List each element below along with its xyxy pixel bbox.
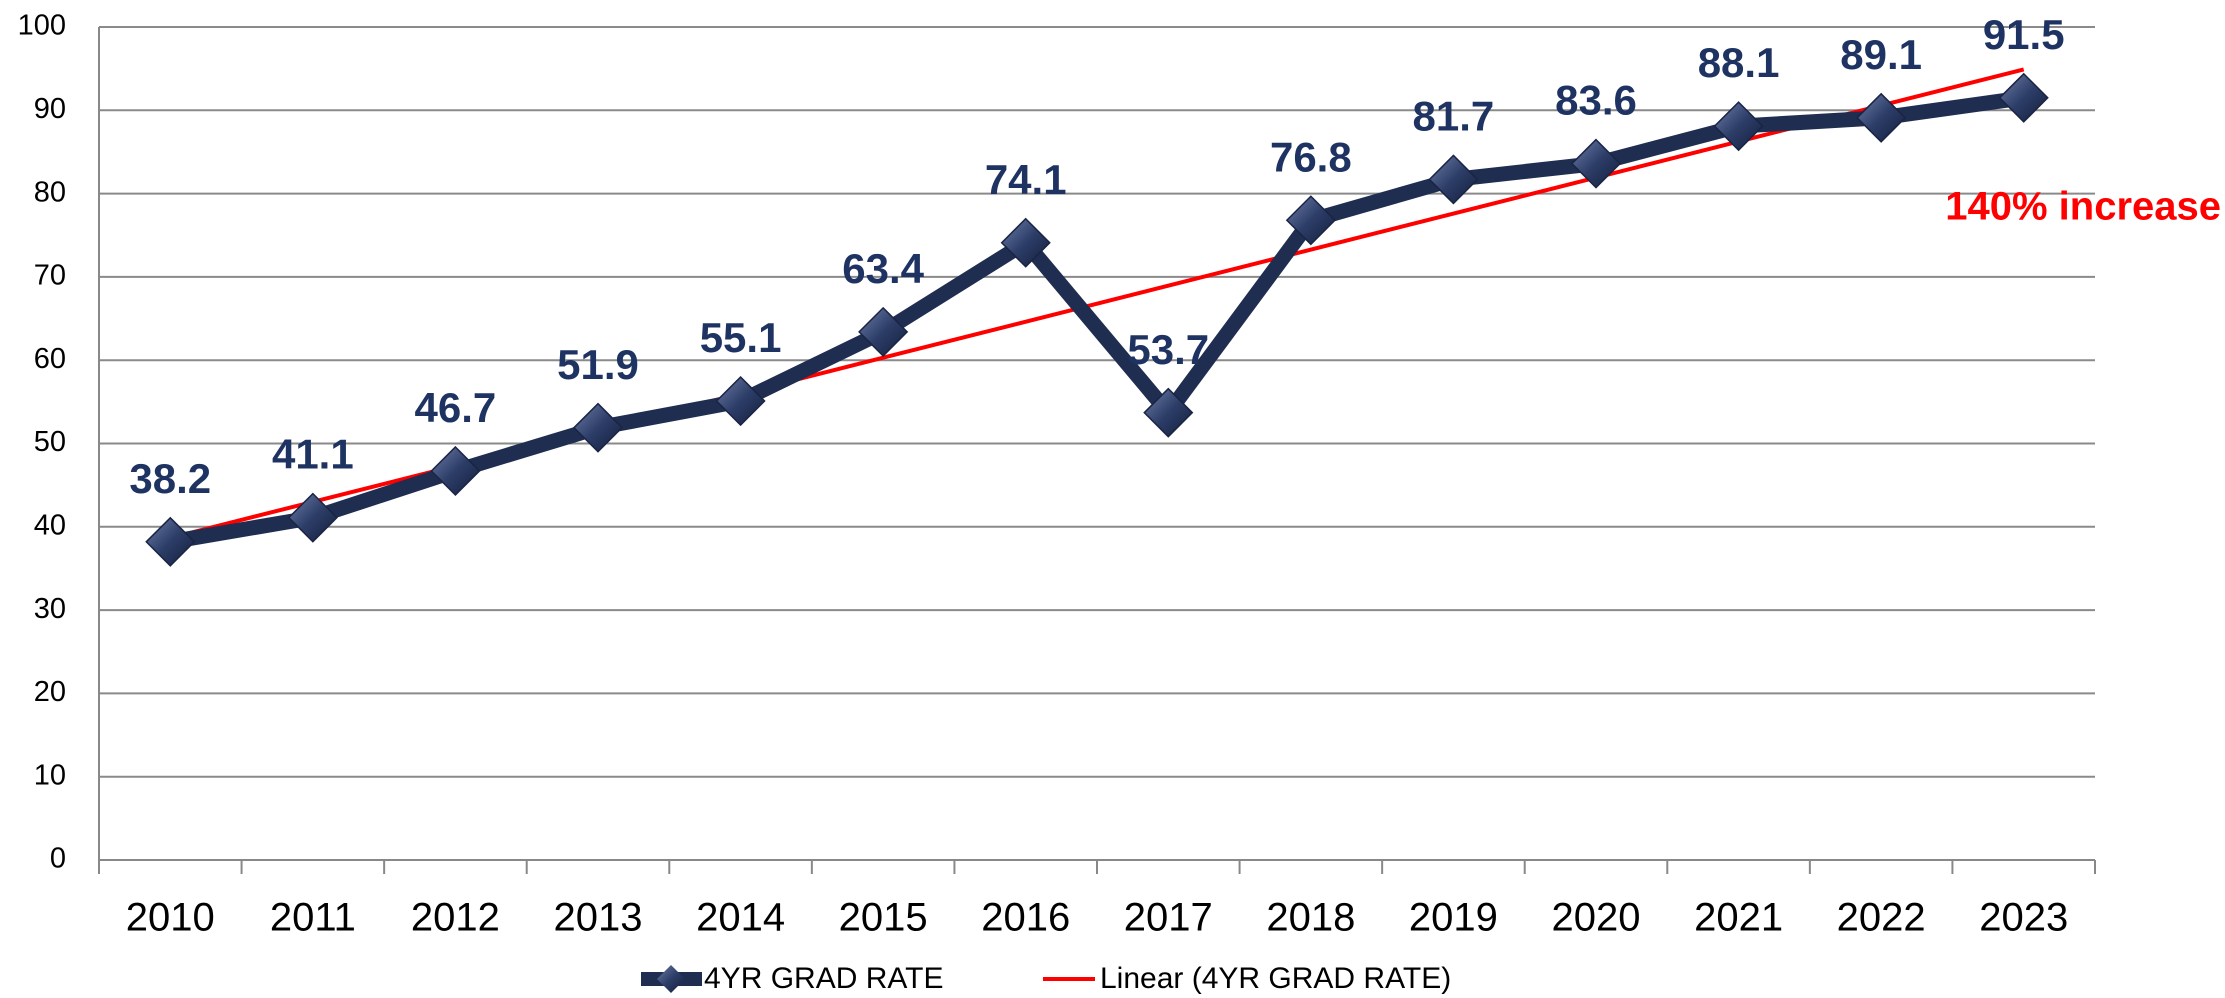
y-tick-label: 30 <box>34 593 66 625</box>
data-label: 74.1 <box>985 156 1067 203</box>
y-tick-label: 60 <box>34 343 66 375</box>
y-tick-label: 90 <box>34 93 66 125</box>
legend-marker <box>657 965 685 993</box>
data-label: 91.5 <box>1983 11 2065 58</box>
data-label: 55.1 <box>700 314 782 361</box>
data-label: 38.2 <box>129 455 211 502</box>
marker <box>572 402 624 453</box>
x-tick-label: 2017 <box>1124 896 1213 940</box>
legend-label: 4YR GRAD RATE <box>704 962 944 995</box>
marker <box>1998 72 2049 123</box>
data-label: 51.9 <box>557 341 639 388</box>
data-label: 81.7 <box>1413 93 1495 140</box>
x-tick-label: 2012 <box>411 896 500 940</box>
y-tick-label: 80 <box>34 176 66 208</box>
x-tick-label: 2014 <box>696 896 785 940</box>
marker <box>1856 92 1907 143</box>
x-tick-label: 2016 <box>981 896 1070 940</box>
data-label: 83.6 <box>1555 77 1637 124</box>
series-line <box>169 90 2025 550</box>
x-tick-label: 2021 <box>1694 896 1783 940</box>
x-tick-label: 2019 <box>1409 896 1498 940</box>
data-label: 89.1 <box>1840 31 1922 78</box>
y-tick-label: 10 <box>34 759 66 791</box>
x-tick-label: 2023 <box>1979 896 2068 940</box>
legend-label: Linear (4YR GRAD RATE) <box>1100 962 1451 995</box>
x-tick-label: 2018 <box>1266 896 1355 940</box>
marker <box>1000 217 1051 268</box>
marker <box>1143 387 1194 438</box>
y-tick-label: 100 <box>18 10 66 42</box>
data-label: 88.1 <box>1698 39 1780 86</box>
y-tick-label: 70 <box>34 260 66 292</box>
marker <box>858 306 909 357</box>
marker <box>1428 154 1479 205</box>
y-tick-label: 40 <box>34 509 66 541</box>
grid <box>99 26 2095 861</box>
x-tick-label: 2010 <box>126 896 215 940</box>
x-tick-label: 2015 <box>839 896 928 940</box>
annotation: 140% increase <box>1945 185 2221 229</box>
x-tick-label: 2013 <box>554 896 643 940</box>
marker <box>1713 101 1764 152</box>
data-label: 63.4 <box>842 245 924 292</box>
marker <box>287 492 338 543</box>
x-tick-label: 2011 <box>270 896 356 940</box>
x-tick-label: 2020 <box>1552 896 1641 940</box>
marker <box>1570 138 1622 189</box>
marker <box>1285 195 1336 246</box>
marker <box>430 445 481 497</box>
data-label: 41.1 <box>272 431 354 478</box>
marker <box>715 375 766 427</box>
data-label: 46.7 <box>415 384 497 431</box>
x-tick-label: 2022 <box>1837 896 1926 940</box>
marker <box>145 516 196 567</box>
y-tick-label: 50 <box>34 426 66 458</box>
y-tick-label: 0 <box>50 843 66 875</box>
data-label: 53.7 <box>1127 326 1209 373</box>
y-tick-label: 20 <box>34 676 66 708</box>
data-label: 76.8 <box>1270 133 1352 180</box>
